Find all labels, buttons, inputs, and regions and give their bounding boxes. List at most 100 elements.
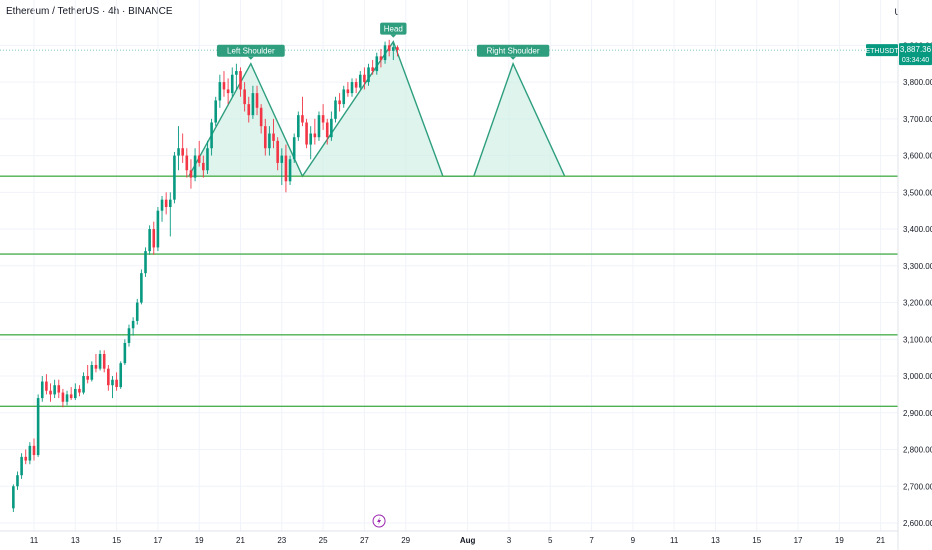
candle-body[interactable] xyxy=(16,475,19,487)
candle-body[interactable] xyxy=(284,155,288,182)
candle-body[interactable] xyxy=(321,115,325,123)
candle-body[interactable] xyxy=(156,210,160,248)
candle-body[interactable] xyxy=(350,82,354,94)
candle-body[interactable] xyxy=(297,115,300,138)
pattern-label-box xyxy=(216,44,285,57)
candle-body[interactable] xyxy=(57,385,61,393)
candle-body[interactable] xyxy=(144,251,147,274)
candle-body[interactable] xyxy=(218,82,222,101)
candle-body[interactable] xyxy=(168,199,172,208)
candle-body[interactable] xyxy=(363,74,366,83)
candle-body[interactable] xyxy=(280,155,284,163)
candle-body[interactable] xyxy=(226,89,230,94)
candle-body[interactable] xyxy=(53,385,56,395)
candle-body[interactable] xyxy=(396,47,399,51)
candle-body[interactable] xyxy=(243,89,246,105)
candle-body[interactable] xyxy=(86,376,89,380)
candle-body[interactable] xyxy=(247,104,251,116)
candle-body[interactable] xyxy=(301,115,304,123)
candle-body[interactable] xyxy=(317,115,321,138)
candle-body[interactable] xyxy=(338,100,341,105)
candle-body[interactable] xyxy=(387,45,391,51)
candle-body[interactable] xyxy=(263,126,267,149)
candle-body[interactable] xyxy=(272,133,275,141)
candle-body[interactable] xyxy=(82,376,85,393)
candle-body[interactable] xyxy=(342,89,346,105)
candle-body[interactable] xyxy=(69,394,73,399)
candle-body[interactable] xyxy=(189,170,193,178)
x-tick-label: 21 xyxy=(876,536,885,545)
candle-body[interactable] xyxy=(375,56,379,72)
candle-body[interactable] xyxy=(206,148,209,171)
candle-body[interactable] xyxy=(28,445,32,461)
candle-body[interactable] xyxy=(193,155,197,178)
candle-body[interactable] xyxy=(309,133,313,145)
candle-body[interactable] xyxy=(152,229,156,248)
candle-body[interactable] xyxy=(222,82,226,90)
x-tick-label: 25 xyxy=(319,536,328,545)
candle-body[interactable] xyxy=(202,162,205,171)
candle-body[interactable] xyxy=(235,71,238,75)
candle-body[interactable] xyxy=(32,445,36,456)
candle-body[interactable] xyxy=(135,302,139,321)
candle-body[interactable] xyxy=(131,320,135,329)
candle-body[interactable] xyxy=(214,100,218,123)
candle-body[interactable] xyxy=(313,133,317,138)
candle-body[interactable] xyxy=(197,155,201,163)
candle-body[interactable] xyxy=(160,199,164,211)
candle-body[interactable] xyxy=(230,74,234,94)
candle-body[interactable] xyxy=(148,229,151,252)
candle-body[interactable] xyxy=(119,363,123,388)
y-tick-label: 3,800.00 xyxy=(903,78,932,87)
candle-body[interactable] xyxy=(45,381,48,391)
candle-body[interactable] xyxy=(383,45,387,61)
candle-body[interactable] xyxy=(210,122,213,149)
candle-body[interactable] xyxy=(185,155,189,171)
candle-body[interactable] xyxy=(102,353,106,369)
candle-body[interactable] xyxy=(115,379,118,388)
candle-body[interactable] xyxy=(65,394,69,402)
candle-body[interactable] xyxy=(36,398,40,456)
candle-body[interactable] xyxy=(20,456,23,476)
candle-body[interactable] xyxy=(177,148,180,156)
candle-body[interactable] xyxy=(358,74,362,88)
candle-body[interactable] xyxy=(94,365,98,369)
candle-body[interactable] xyxy=(40,381,44,399)
candle-body[interactable] xyxy=(276,140,279,163)
candle-body[interactable] xyxy=(123,342,127,364)
candle-body[interactable] xyxy=(268,133,271,149)
candle-body[interactable] xyxy=(12,486,15,509)
candle-body[interactable] xyxy=(255,93,259,108)
candle-body[interactable] xyxy=(292,137,296,160)
candle-body[interactable] xyxy=(98,353,102,369)
candle-body[interactable] xyxy=(24,456,28,461)
candle-body[interactable] xyxy=(173,155,176,200)
candle-body[interactable] xyxy=(288,159,292,182)
candle-body[interactable] xyxy=(61,392,65,402)
candle-body[interactable] xyxy=(379,56,383,61)
candle-body[interactable] xyxy=(164,199,168,208)
candle-body[interactable] xyxy=(78,388,81,393)
candle-body[interactable] xyxy=(354,82,358,88)
candle-body[interactable] xyxy=(140,273,143,303)
candle-body[interactable] xyxy=(107,368,110,386)
candle-body[interactable] xyxy=(367,67,370,83)
candle-body[interactable] xyxy=(305,122,308,145)
pattern-labels: Left Shoulder Head Right Shoulder xyxy=(216,22,550,60)
candle-body[interactable] xyxy=(90,365,94,380)
candle-body[interactable] xyxy=(334,100,337,119)
candle-body[interactable] xyxy=(346,89,350,94)
candle-body[interactable] xyxy=(392,47,395,51)
candle-body[interactable] xyxy=(127,328,131,343)
candle-body[interactable] xyxy=(74,388,77,399)
candle-body[interactable] xyxy=(330,118,333,138)
candle-body[interactable] xyxy=(181,148,184,156)
candle-body[interactable] xyxy=(239,71,242,90)
candle-body[interactable] xyxy=(111,379,114,386)
candle-body[interactable] xyxy=(259,107,263,127)
candle-body[interactable] xyxy=(371,67,374,72)
candle-body[interactable] xyxy=(325,122,329,138)
candle-body[interactable] xyxy=(251,93,255,116)
candle-body[interactable] xyxy=(49,390,52,395)
